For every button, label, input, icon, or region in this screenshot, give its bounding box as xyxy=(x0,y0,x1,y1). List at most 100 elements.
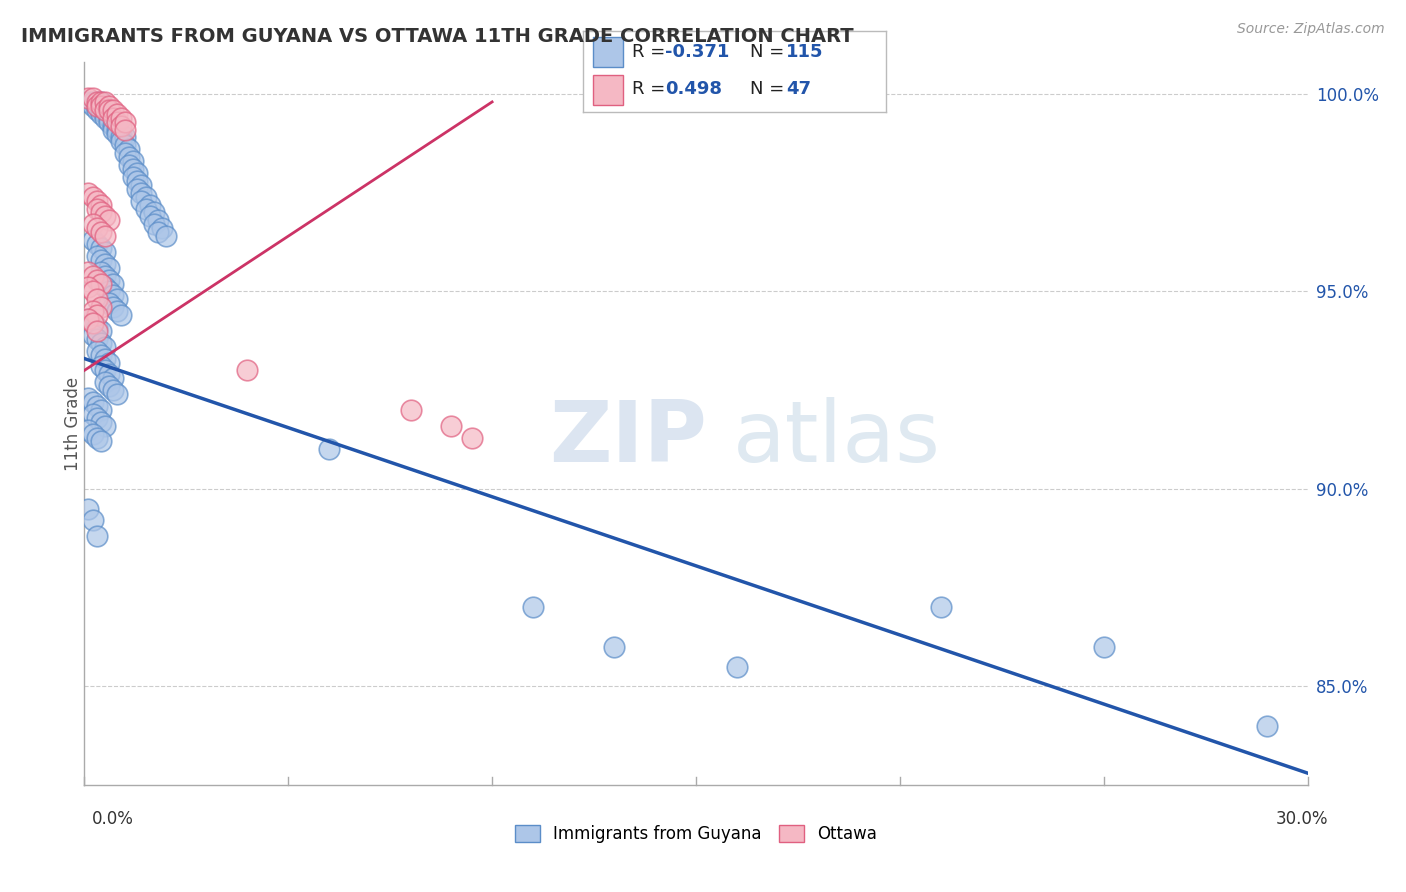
Point xyxy=(122,169,145,184)
Point xyxy=(101,300,124,314)
Point xyxy=(97,107,120,121)
Point xyxy=(86,272,108,286)
Text: -0.371: -0.371 xyxy=(665,43,730,61)
Point xyxy=(93,103,115,117)
Point xyxy=(105,127,128,141)
Point xyxy=(93,340,115,354)
Point xyxy=(114,122,136,136)
Point xyxy=(110,135,132,149)
Point xyxy=(77,312,100,326)
Point xyxy=(131,194,153,208)
Point xyxy=(90,359,112,374)
Point xyxy=(155,229,177,244)
Point xyxy=(93,210,115,224)
Point xyxy=(146,213,169,227)
Point xyxy=(90,99,112,113)
Point xyxy=(82,327,104,342)
Point xyxy=(77,391,100,405)
Point xyxy=(127,166,149,180)
Point xyxy=(86,221,108,235)
Point xyxy=(82,304,104,318)
Point xyxy=(93,257,115,271)
Point xyxy=(93,376,115,390)
Point xyxy=(114,130,136,145)
Point xyxy=(127,182,149,196)
Point xyxy=(86,194,108,208)
Text: 30.0%: 30.0% xyxy=(1277,810,1329,828)
Point xyxy=(93,351,115,366)
Text: ZIP: ZIP xyxy=(550,397,707,480)
Point xyxy=(86,410,108,425)
Point xyxy=(97,368,120,382)
Point xyxy=(101,288,124,302)
Point xyxy=(77,91,100,105)
Point xyxy=(101,119,124,133)
Point xyxy=(90,197,112,211)
Point xyxy=(97,379,120,393)
Point xyxy=(90,95,112,109)
Point xyxy=(522,600,544,615)
Point xyxy=(97,260,120,275)
FancyBboxPatch shape xyxy=(592,37,623,68)
Point xyxy=(93,107,115,121)
Legend: Immigrants from Guyana, Ottawa: Immigrants from Guyana, Ottawa xyxy=(509,819,883,850)
Point xyxy=(114,146,136,161)
Point xyxy=(90,300,112,314)
Point xyxy=(90,415,112,429)
Point xyxy=(138,197,160,211)
Point xyxy=(86,293,108,307)
Point xyxy=(90,434,112,449)
Point xyxy=(77,186,100,200)
Point xyxy=(86,324,108,338)
Point xyxy=(146,225,169,239)
Point xyxy=(101,383,124,397)
Point xyxy=(101,103,124,117)
Point xyxy=(97,103,120,117)
Point xyxy=(105,122,128,136)
Point xyxy=(86,202,108,216)
Point xyxy=(97,114,120,128)
Point xyxy=(127,174,149,188)
Point xyxy=(118,158,141,172)
Point xyxy=(97,99,120,113)
Point xyxy=(236,363,259,377)
Point xyxy=(1092,640,1115,654)
Text: R =: R = xyxy=(631,80,671,98)
Point xyxy=(1256,719,1278,733)
Point xyxy=(399,403,422,417)
Point xyxy=(82,217,104,231)
Point xyxy=(82,316,104,330)
Point xyxy=(461,430,484,444)
Point xyxy=(82,395,104,409)
Point xyxy=(93,268,115,283)
Point xyxy=(82,285,104,299)
Point xyxy=(101,122,124,136)
Point xyxy=(135,189,157,203)
Point xyxy=(86,249,108,263)
Point xyxy=(110,308,132,322)
Point xyxy=(77,95,100,109)
Point xyxy=(131,178,153,192)
Point xyxy=(86,320,108,334)
Point xyxy=(86,332,108,346)
Point xyxy=(97,213,120,227)
Point xyxy=(77,501,100,516)
Point xyxy=(138,210,160,224)
Point xyxy=(135,202,157,216)
Point xyxy=(90,241,112,255)
Point xyxy=(82,99,104,113)
Text: N =: N = xyxy=(749,80,790,98)
Point xyxy=(86,430,108,444)
Point xyxy=(114,138,136,153)
Point xyxy=(82,268,104,283)
Point xyxy=(105,114,128,128)
Point xyxy=(603,640,626,654)
Point xyxy=(131,186,153,200)
Point xyxy=(440,418,463,433)
Point xyxy=(90,335,112,350)
Point xyxy=(97,111,120,125)
Point xyxy=(97,296,120,310)
Point xyxy=(90,99,112,113)
Point xyxy=(110,130,132,145)
Point xyxy=(150,221,173,235)
